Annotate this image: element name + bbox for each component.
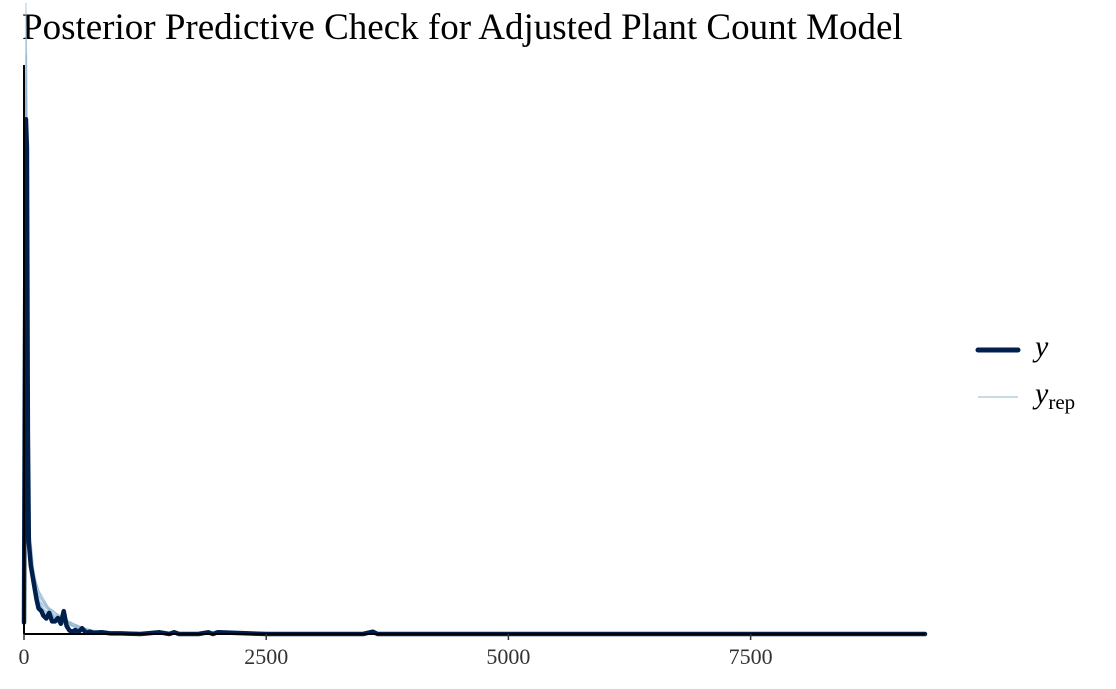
legend-y-label: y [1032, 330, 1049, 363]
y-line-group [21, 116, 928, 637]
x-tick-label: 0 [19, 644, 30, 669]
yrep-series-line [23, 209, 925, 635]
x-axis-ticks: 0 2500 5000 7500 [19, 634, 773, 669]
legend-yrep-main: y [1032, 377, 1049, 410]
yrep-band [24, 4, 925, 635]
y-series-line [21, 116, 928, 637]
yrep-series-line [23, 180, 925, 635]
x-tick-label: 2500 [244, 644, 288, 669]
legend: y yrep [975, 330, 1075, 414]
x-tick-label: 5000 [486, 644, 530, 669]
yrep-series-line [23, 239, 925, 635]
yrep-series-line [23, 76, 925, 635]
legend-yrep-sub: rep [1048, 390, 1075, 414]
x-tick-label: 7500 [729, 644, 773, 669]
yrep-series-line [23, 2, 925, 635]
yrep-lines [23, 2, 925, 635]
chart-title: Posterior Predictive Check for Adjusted … [22, 7, 903, 48]
yrep-bands [24, 4, 925, 635]
yrep-series-line [23, 153, 925, 635]
legend-yrep-label: yrep [1032, 377, 1075, 414]
yrep-series-line [23, 54, 925, 635]
